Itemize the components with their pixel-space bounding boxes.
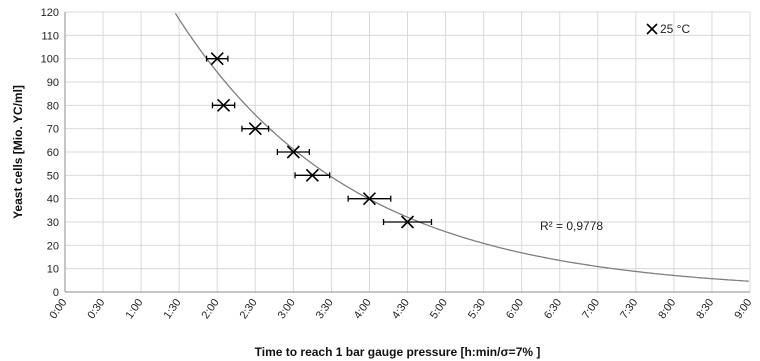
x-tick-label: 7:00 [580, 297, 602, 321]
axes-layer: 0 10 20 30 40 50 60 70 80 90 100 110 120 0:00 0:30 1:00… [41, 7, 755, 321]
x-tick-label: 1:30 [162, 297, 184, 321]
y-tick-label: 20 [47, 240, 59, 252]
trendline-layer [174, 12, 749, 282]
data-point-marker [210, 52, 224, 66]
data-point-marker [362, 192, 377, 206]
x-tick-label: 9:00 [732, 297, 754, 321]
r-squared-annotation: R² = 0,9778 [540, 219, 603, 233]
y-tick-label: 30 [47, 217, 59, 229]
data-point-marker [248, 122, 262, 136]
legend: 25 °C [646, 22, 690, 36]
y-tick-label: 60 [47, 147, 59, 159]
x-tick-label: 6:30 [542, 297, 564, 321]
data-point-marker [305, 168, 319, 182]
x-tick-label: 5:30 [466, 297, 488, 321]
x-tick-label: 8:00 [656, 297, 678, 321]
x-tick-label: 2:30 [238, 297, 260, 321]
x-tick-label: 4:00 [352, 297, 374, 321]
x-tick-label: 0:00 [47, 297, 69, 321]
y-tick-label: 100 [41, 54, 59, 66]
y-tick-label: 120 [41, 7, 59, 19]
legend-label-25c: 25 °C [660, 22, 690, 36]
data-point-marker [286, 145, 300, 159]
x-tick-label: 1:00 [123, 297, 145, 321]
data-point-marker [400, 215, 415, 229]
x-axis-title: Time to reach 1 bar gauge pressure [h:mi… [255, 345, 541, 359]
y-tick-label: 10 [47, 264, 59, 276]
x-tick-label: 7:30 [618, 297, 640, 321]
x-tick-label: 8:30 [694, 297, 716, 321]
y-tick-label: 70 [47, 124, 59, 136]
x-tick-label: 2:00 [200, 297, 222, 321]
x-tick-label: 5:00 [428, 297, 450, 321]
y-tick-label: 0 [53, 287, 59, 299]
y-tick-label: 80 [47, 100, 59, 112]
x-tick-label: 3:30 [314, 297, 336, 321]
grid-layer [64, 11, 751, 293]
points-layer [205, 52, 433, 229]
y-tick-label: 90 [47, 77, 59, 89]
trendline-curve [174, 12, 749, 282]
x-tick-label: 4:30 [390, 297, 412, 321]
x-tick-label: 6:00 [504, 297, 526, 321]
y-tick-label: 110 [41, 30, 59, 42]
x-tick-label: 3:00 [276, 297, 298, 321]
y-axis-title: Yeast cells [Mio. YC/ml] [11, 85, 25, 219]
legend-marker [646, 23, 658, 35]
y-tick-label: 40 [47, 194, 59, 206]
data-point-marker [216, 98, 231, 112]
x-tick-label: 0:30 [85, 297, 107, 321]
y-tick-label: 50 [47, 170, 59, 182]
